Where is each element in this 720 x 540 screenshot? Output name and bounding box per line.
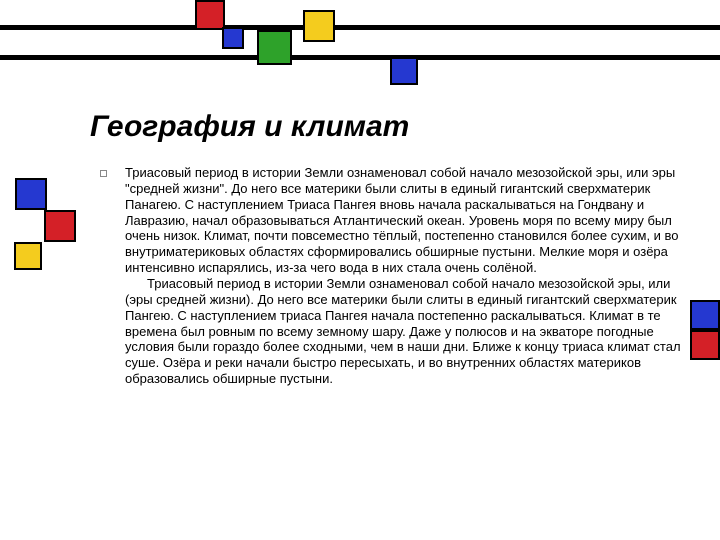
- decor-line-1: [0, 25, 720, 30]
- slide-title: География и климат: [90, 110, 409, 144]
- sq-red-top: [195, 0, 225, 30]
- sq-blue-top: [222, 27, 244, 49]
- sq-red-r1: [690, 330, 720, 360]
- sq-yellow-left: [14, 242, 42, 270]
- sq-green: [257, 30, 292, 65]
- sq-blue-right: [390, 57, 418, 85]
- sq-blue-left: [15, 178, 47, 210]
- slide: География и климат Триасовый период в ис…: [0, 0, 720, 540]
- bullet-icon: [100, 170, 107, 177]
- body-paragraph-1: Триасовый период в истории Земли ознамен…: [125, 165, 685, 276]
- sq-yellow-top: [303, 10, 335, 42]
- sq-blue-r1: [690, 300, 720, 330]
- decor-line-2: [0, 55, 720, 60]
- body-paragraph-2: Триасовый период в истории Земли ознамен…: [125, 276, 685, 387]
- sq-red-left: [44, 210, 76, 242]
- body-text: Триасовый период в истории Земли ознамен…: [125, 165, 685, 387]
